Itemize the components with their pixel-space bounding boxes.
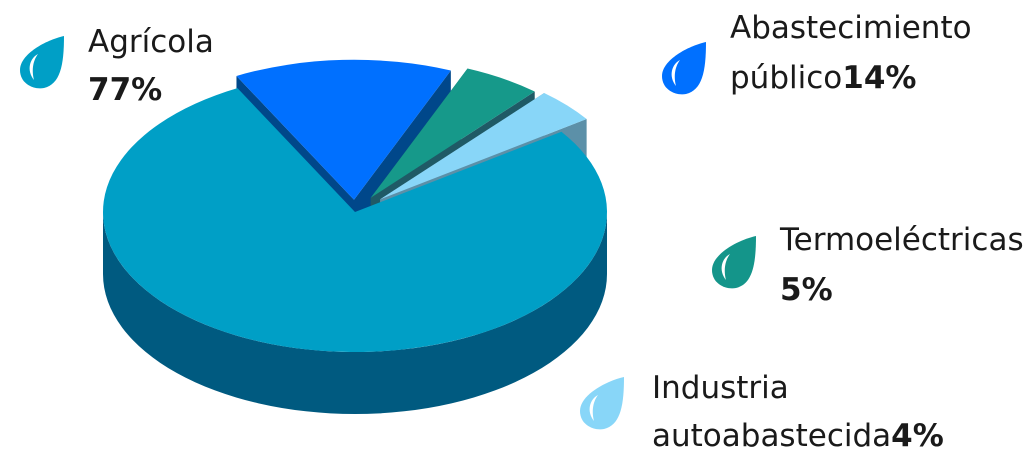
- slice-agricola-side: [103, 212, 607, 414]
- slice-industria: [380, 93, 587, 200]
- label-abastecimiento-percent: 14%: [842, 60, 916, 96]
- slice-abastecimiento: [236, 59, 451, 200]
- water-drop-highlight-termoelectricas: [721, 254, 730, 280]
- water-drop-icon-agricola: [20, 36, 64, 89]
- pie-tops: [103, 59, 608, 352]
- label-industria-percent: 4%: [891, 418, 944, 453]
- label-termoelectricas-line-1: Termoeléctricas: [779, 222, 1024, 258]
- slice-termoelectricas: [370, 68, 535, 198]
- label-abastecimiento-line-1: Abastecimiento: [730, 10, 972, 46]
- label-industria-line-2: autoabastecida: [652, 418, 891, 453]
- label-termoelectricas-percent: 5%: [780, 272, 833, 308]
- water-drop-icon-abastecimiento: [662, 42, 706, 95]
- water-drop-highlight-agricola: [29, 54, 38, 80]
- label-agricola-line-1: Agrícola: [88, 24, 214, 60]
- label-agricola-percent: 77%: [88, 72, 162, 108]
- label-abastecimiento-line-2: público: [730, 60, 842, 96]
- water-drop-icon-industria: [580, 377, 624, 430]
- slice-agricola: [103, 88, 608, 352]
- water-drop-highlight-industria: [589, 395, 598, 421]
- pie-labels: Agrícola 77% Abastecimiento público 14% Term…: [20, 10, 1024, 453]
- label-industria-line-1: Industria: [652, 370, 789, 406]
- water-drop-highlight-abastecimiento: [671, 60, 680, 86]
- water-drop-icon-termoelectricas: [712, 236, 756, 289]
